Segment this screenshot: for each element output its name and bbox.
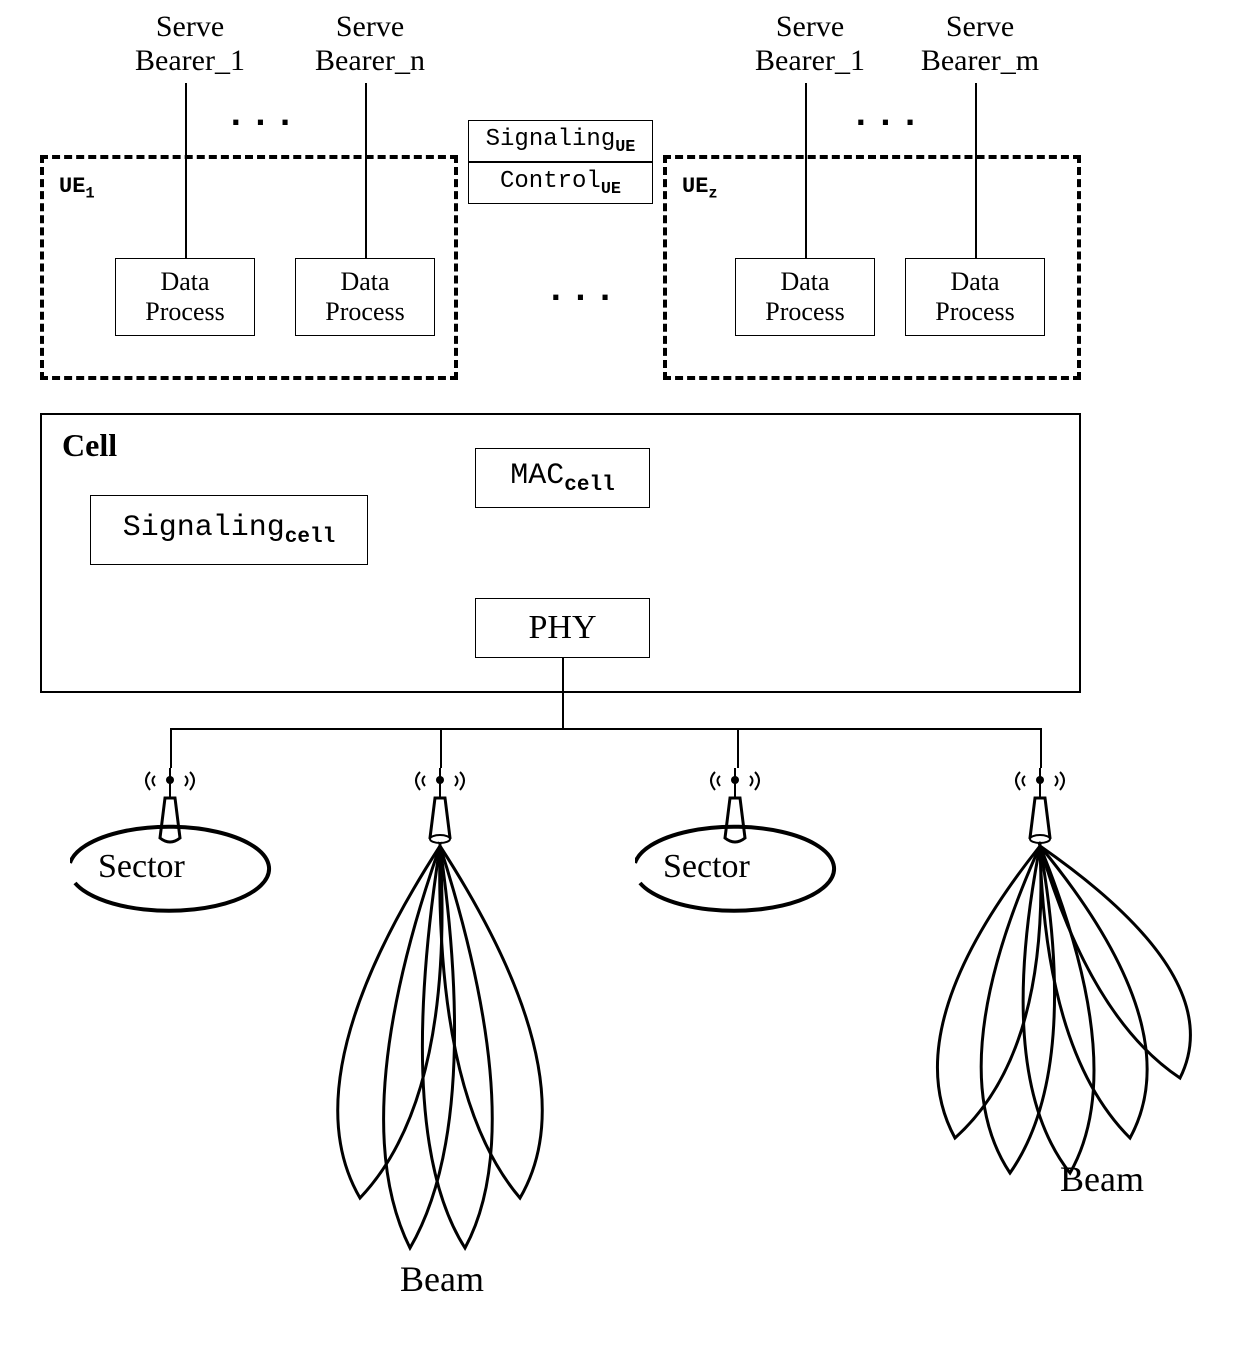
control-ue-box: ControlUE bbox=[468, 162, 653, 204]
signaling-cell-box: Signalingcell bbox=[90, 495, 368, 565]
signaling-ue-box: SignalingUE bbox=[468, 120, 653, 162]
serve-label-ue1-0: ServeBearer_1 bbox=[110, 10, 270, 78]
mac-cell-box: MACcell bbox=[475, 448, 650, 508]
phy-box: PHY bbox=[475, 598, 650, 658]
data-process-ue1-0: Data Process bbox=[115, 258, 255, 336]
sector-label-1: Sector bbox=[663, 848, 750, 886]
beam-label-1: Beam bbox=[1060, 1158, 1144, 1200]
ellipsis-between-ue: ... bbox=[545, 270, 619, 311]
beam-label-0: Beam bbox=[400, 1258, 484, 1300]
ellipsis-ue1-bearers: ... bbox=[225, 95, 299, 136]
sector-label-0: Sector bbox=[98, 848, 185, 886]
antenna-sector-1: Sector bbox=[635, 768, 845, 968]
antenna-beam-0: Beam bbox=[315, 768, 575, 1328]
uez-label: UEz bbox=[682, 174, 718, 202]
line-phy-horizontal bbox=[170, 728, 1040, 730]
line-to-ant-3 bbox=[1040, 728, 1042, 768]
antenna-sector-0: Sector bbox=[70, 768, 280, 968]
data-process-uez-0: Data Process bbox=[735, 258, 875, 336]
serve-label-uez-0: ServeBearer_1 bbox=[730, 10, 890, 78]
ellipsis-uez-bearers: ... bbox=[850, 95, 924, 136]
serve-label-ue1-1: ServeBearer_n bbox=[290, 10, 450, 78]
cell-title: Cell bbox=[62, 427, 117, 464]
line-to-ant-0 bbox=[170, 728, 172, 768]
ue1-label: UE1 bbox=[59, 174, 95, 202]
line-to-ant-2 bbox=[737, 728, 739, 768]
line-phy-trunk bbox=[562, 658, 564, 728]
data-process-uez-1: Data Process bbox=[905, 258, 1045, 336]
line-to-ant-1 bbox=[440, 728, 442, 768]
antenna-beam-1: Beam bbox=[930, 768, 1230, 1268]
serve-label-uez-1: ServeBearer_m bbox=[900, 10, 1060, 78]
data-process-ue1-1: Data Process bbox=[295, 258, 435, 336]
